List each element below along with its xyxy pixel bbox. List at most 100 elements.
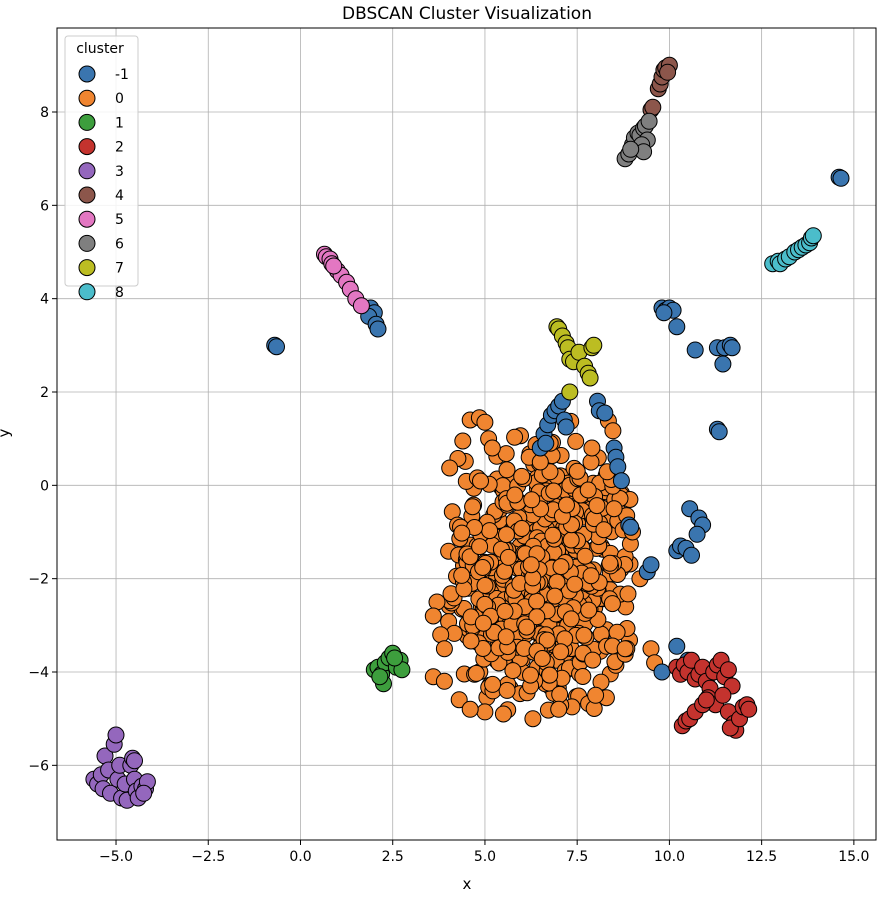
point [498, 681, 516, 699]
point [714, 355, 732, 373]
y-tick-label: 0 [40, 478, 49, 494]
point [686, 341, 704, 359]
point [719, 661, 737, 679]
point [557, 418, 575, 436]
point [126, 752, 143, 770]
x-tick-label: 0.0 [289, 849, 311, 865]
plot-frame [56, 27, 877, 841]
point [740, 700, 758, 718]
legend-label: 0 [115, 91, 124, 107]
point [640, 112, 658, 130]
point [483, 439, 501, 457]
point [424, 607, 442, 625]
point [461, 700, 479, 718]
point [435, 672, 453, 690]
x-tick-label: −5.0 [99, 849, 133, 865]
point [619, 585, 637, 603]
legend-title: cluster [76, 41, 124, 57]
point [538, 631, 556, 649]
x-tick-label: −2.5 [191, 849, 225, 865]
point [476, 413, 494, 431]
point [550, 700, 568, 718]
point [506, 428, 524, 446]
series-cluster-0 [424, 409, 664, 728]
point [499, 548, 517, 566]
point [544, 526, 562, 544]
point [688, 525, 706, 543]
point [576, 547, 594, 565]
point [562, 610, 580, 628]
legend-label: 1 [115, 115, 124, 131]
y-tick-label: 6 [40, 198, 49, 214]
series-cluster-8 [764, 227, 822, 273]
point [494, 705, 512, 723]
point [697, 691, 715, 709]
point [622, 140, 640, 158]
point [582, 453, 600, 471]
point [522, 556, 540, 574]
y-tick-label: −4 [28, 665, 49, 681]
point [546, 587, 564, 605]
point [612, 472, 630, 490]
point [714, 686, 732, 704]
point [528, 608, 546, 626]
legend-marker [78, 210, 96, 228]
point [723, 339, 741, 357]
legend-label: 5 [115, 212, 124, 228]
x-tick-label: 15.0 [838, 849, 869, 865]
point [609, 458, 627, 476]
series-cluster-5 [316, 245, 370, 315]
legend-marker [78, 283, 96, 301]
chart-title: DBSCAN Cluster Visualization [342, 4, 592, 24]
point [432, 626, 450, 644]
y-axis-label: y [0, 428, 13, 437]
point [498, 526, 515, 544]
point [528, 592, 546, 610]
y-tick-label: 2 [40, 385, 49, 401]
point [642, 640, 660, 658]
point [587, 686, 605, 704]
point [595, 521, 613, 539]
point [268, 338, 285, 356]
point [369, 320, 387, 338]
point [135, 784, 153, 802]
point [476, 703, 494, 721]
point [435, 640, 453, 658]
point [579, 481, 597, 499]
legend-marker [78, 65, 96, 83]
point [497, 628, 515, 646]
legend: cluster -1 0 1 2 3 4 5 6 7 8 [64, 35, 139, 301]
point [566, 575, 584, 593]
point [582, 567, 600, 585]
point [603, 595, 621, 613]
axis-ticks: −5.0 −2.5 0.0 2.5 5.0 7.5 10.0 12.5 15.0 −6 −4 −2 0 2… [28, 105, 869, 865]
legend-label: 6 [115, 236, 124, 252]
point [498, 461, 516, 479]
point [537, 434, 555, 452]
legend-marker [78, 259, 96, 277]
legend-label: 2 [115, 140, 124, 156]
point [596, 404, 614, 422]
point [710, 423, 728, 441]
point [513, 520, 531, 537]
point [605, 500, 623, 518]
point [552, 558, 570, 576]
point [655, 304, 673, 322]
x-tick-label: 5.0 [474, 849, 496, 865]
y-tick-label: 8 [40, 105, 49, 121]
series-cluster-3 [85, 726, 156, 809]
series-cluster-1 [365, 644, 411, 693]
point [386, 649, 404, 667]
point [484, 675, 502, 693]
point [504, 662, 522, 680]
points-layer [85, 56, 850, 809]
legend-marker [78, 113, 96, 131]
legend-marker [78, 162, 96, 180]
point [496, 602, 514, 620]
point [580, 601, 598, 619]
point [481, 522, 499, 540]
point [513, 467, 531, 485]
point [653, 663, 671, 681]
x-tick-label: 7.5 [566, 849, 588, 865]
